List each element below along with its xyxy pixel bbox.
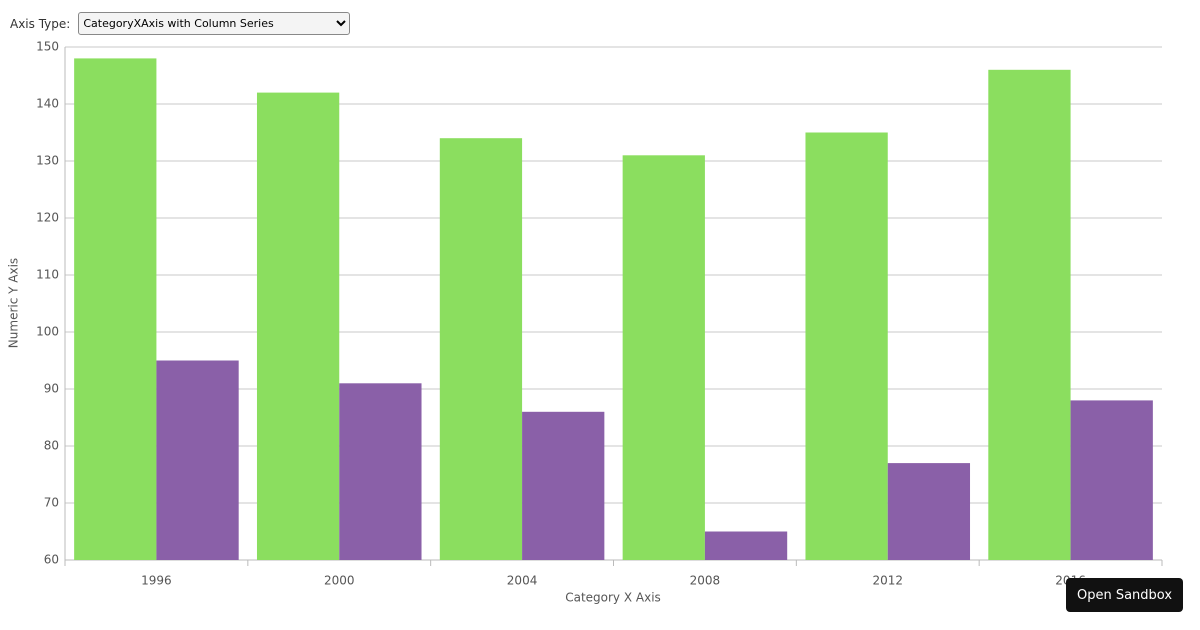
y-tick-label: 120 <box>36 211 59 225</box>
y-tick-label: 70 <box>44 496 59 510</box>
bar <box>339 383 422 560</box>
axis-type-label: Axis Type: <box>10 16 71 31</box>
y-tick-label: 80 <box>44 439 59 453</box>
y-tick-label: 90 <box>44 382 59 396</box>
x-tick-label: 2004 <box>507 574 538 588</box>
bar <box>522 411 605 560</box>
bar <box>256 92 340 560</box>
x-tick-label: 2000 <box>324 574 355 588</box>
bar <box>1070 400 1153 560</box>
bar <box>988 69 1071 561</box>
x-axis-title: Category X Axis <box>565 591 661 605</box>
bar <box>887 463 971 560</box>
x-tick-label: 2008 <box>690 574 721 588</box>
bar <box>74 58 157 561</box>
y-tick-label: 60 <box>44 553 59 567</box>
y-tick-label: 110 <box>36 268 59 282</box>
bar <box>704 531 788 560</box>
y-tick-label: 140 <box>36 97 59 111</box>
bar <box>805 132 888 560</box>
y-tick-label: 130 <box>36 154 59 168</box>
y-axis-title: Numeric Y Axis <box>7 258 21 348</box>
x-tick-label: 1996 <box>141 574 172 588</box>
y-tick-label: 150 <box>36 40 59 54</box>
axis-type-select[interactable]: CategoryXAxis with Column Series <box>78 12 351 35</box>
bar <box>622 155 705 561</box>
toolbar: Axis Type: CategoryXAxis with Column Ser… <box>10 12 351 35</box>
bar <box>439 138 523 560</box>
x-tick-label: 2012 <box>872 574 903 588</box>
y-tick-label: 100 <box>36 325 59 339</box>
open-sandbox-button[interactable]: Open Sandbox <box>1066 578 1183 612</box>
bar <box>156 360 239 560</box>
